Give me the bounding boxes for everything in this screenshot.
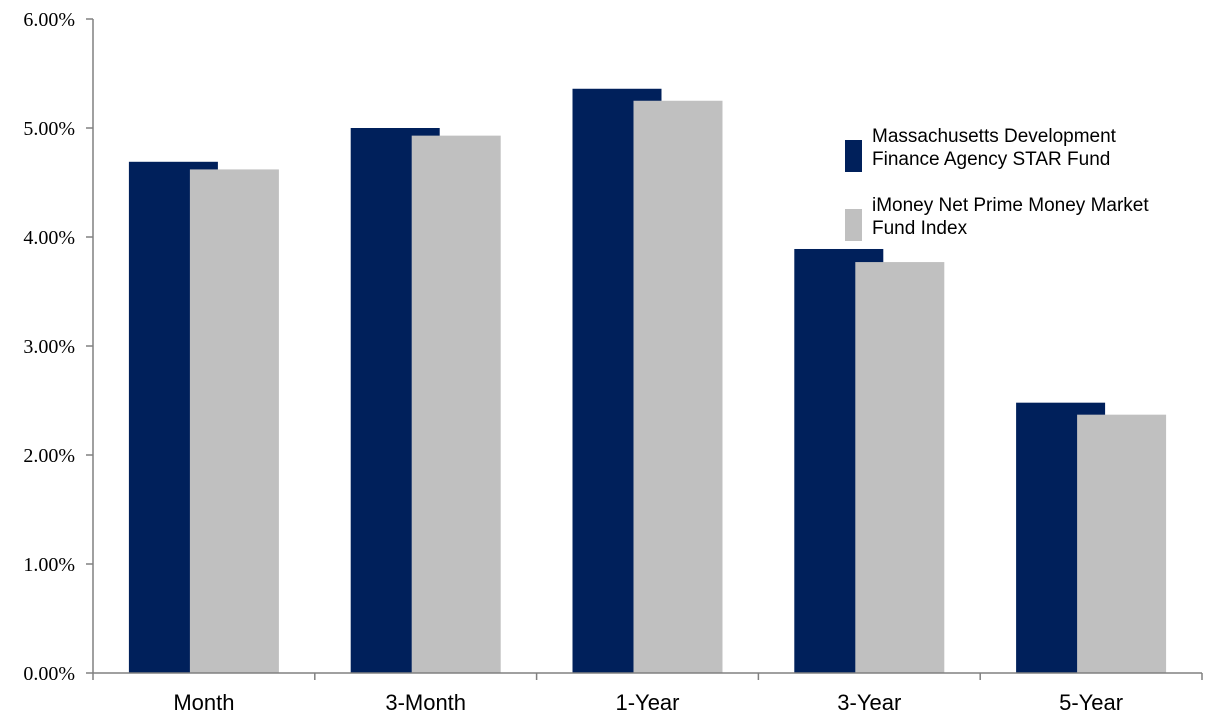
bar-imoney-index-3-year	[855, 262, 945, 673]
y-tick-label: 1.00%	[23, 554, 75, 576]
bars	[128, 88, 1167, 674]
legend-label: Finance Agency STAR Fund	[872, 149, 1110, 170]
x-tick-label: 3-Month	[385, 690, 466, 715]
x-axis: Month 3-Month 1-Year 3-Year 5-Year	[92, 672, 1203, 715]
x-tick-label: Month	[173, 690, 234, 715]
y-tick-label: 6.00%	[23, 9, 75, 31]
bar-imoney-index-1-year	[633, 100, 723, 673]
y-axis: 0.00% 1.00% 2.00% 3.00% 4.00% 5.00% 6.00%	[23, 9, 94, 685]
bar-imoney-index-5-year	[1077, 414, 1167, 673]
y-tick-label: 0.00%	[23, 663, 75, 685]
legend-swatch	[845, 140, 862, 172]
x-tick-label: 1-Year	[615, 690, 679, 715]
legend-swatch	[845, 209, 862, 241]
bar-imoney-index-3-month	[411, 135, 501, 673]
legend-label: Fund Index	[872, 218, 968, 239]
x-tick-label: 3-Year	[837, 690, 901, 715]
y-tick-label: 3.00%	[23, 336, 75, 358]
bar-imoney-index-month	[189, 169, 279, 674]
legend-label: Massachusetts Development	[872, 126, 1117, 147]
y-tick-label: 4.00%	[23, 227, 75, 249]
legend-label: iMoney Net Prime Money Market	[872, 195, 1149, 216]
y-tick-label: 2.00%	[23, 445, 75, 467]
y-tick-label: 5.00%	[23, 118, 75, 140]
x-tick-label: 5-Year	[1059, 690, 1123, 715]
